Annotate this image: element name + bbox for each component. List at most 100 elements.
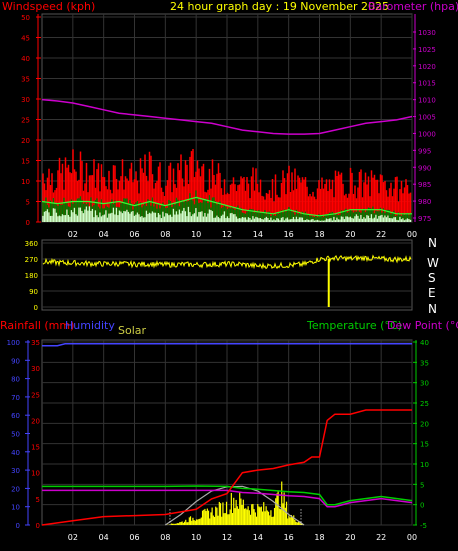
- rainfall-y-tick-label: 15: [31, 444, 40, 452]
- temperature-y-tick-label: 0: [420, 502, 424, 510]
- temperature-y-tick-label: 5: [420, 481, 424, 489]
- temperature-y-tick-label: 15: [420, 441, 429, 449]
- temperature-x-tick-label: 14: [253, 533, 263, 542]
- humidity-y-tick-label: 0: [16, 522, 20, 530]
- wind-y-tick-label: 5: [26, 199, 30, 207]
- wind-x-tick-label: 10: [191, 230, 201, 239]
- dewpoint-line: [42, 489, 413, 508]
- temperature-x-tick-label: 08: [160, 533, 170, 542]
- wind-direction-line: [42, 254, 412, 270]
- wind-x-tick-label: 22: [376, 230, 386, 239]
- humidity-y-tick-label: 30: [11, 467, 20, 475]
- chart-title: 24 hour graph day : 19 November 2025: [170, 0, 389, 13]
- wind-x-tick-label: 00: [407, 230, 417, 239]
- rainfall-axis-label: Rainfall (mm): [0, 319, 74, 332]
- barometer-y-tick-label: 975: [418, 215, 431, 223]
- barometer-y-tick-label: 1015: [418, 80, 436, 88]
- wind-x-tick-label: 02: [68, 230, 78, 239]
- wind-y-tick-label: 0: [26, 219, 30, 227]
- barometer-y-tick-label: 985: [418, 181, 431, 189]
- temperature-y-tick-label: -5: [420, 522, 427, 530]
- wind-x-tick-label: 04: [99, 230, 109, 239]
- rainfall-line: [41, 409, 412, 526]
- humidity-y-tick-label: 20: [11, 485, 20, 493]
- wind-x-tick-label: 20: [345, 230, 355, 239]
- humidity-axis-label: Humidity: [65, 319, 115, 332]
- humidity-y-tick-label: 90: [11, 357, 20, 365]
- temperature-chart-layer: -5 0 5 10 15 20 25 30 35 40 0 5 10 15 20 25 30 35 0 10 20 30 4…: [7, 339, 429, 542]
- rainfall-y-tick-label: 35: [31, 339, 40, 347]
- rainfall-y-tick-label: 5: [36, 496, 40, 504]
- temperature-x-tick-label: 04: [99, 533, 109, 542]
- direction-label-w: W: [427, 256, 439, 270]
- solar-max-line: [164, 485, 305, 526]
- temperature-y-tick-label: 35: [420, 359, 429, 367]
- barometer-y-tick-label: 1030: [418, 29, 436, 37]
- dewpoint-axis-label: Dew Point (°C): [387, 319, 458, 332]
- temperature-x-tick-label: 18: [314, 533, 324, 542]
- barometer-y-tick-label: 1005: [418, 114, 436, 122]
- barometer-y-tick-label: 1020: [418, 63, 436, 71]
- temperature-x-tick-label: 06: [129, 533, 139, 542]
- direction-y-tick-label: 0: [34, 304, 38, 312]
- temperature-x-tick-label: 00: [407, 533, 417, 542]
- direction-label-s: S: [428, 271, 436, 285]
- wind-y-tick-label: 20: [21, 137, 30, 145]
- wind-y-tick-label: 45: [21, 35, 30, 43]
- wind-x-tick-label: 06: [129, 230, 139, 239]
- humidity-y-tick-label: 40: [11, 449, 20, 457]
- direction-chart-layer: 0 90 180 270 360: [25, 240, 412, 312]
- wind-x-tick-label: 12: [222, 230, 232, 239]
- direction-label-n-top: N: [428, 236, 437, 250]
- temperature-axis-label: Temperature (°C): [306, 319, 402, 332]
- rainfall-y-tick-label: 0: [36, 522, 40, 530]
- barometer-line: [41, 98, 413, 135]
- wind-x-tick-label: 18: [314, 230, 324, 239]
- direction-y-tick-label: 90: [29, 288, 38, 296]
- barometer-y-tick-label: 990: [418, 164, 431, 172]
- humidity-y-tick-label: 70: [11, 394, 20, 402]
- temperature-x-tick-label: 10: [191, 533, 201, 542]
- barometer-y-tick-label: 980: [418, 198, 431, 206]
- wind-y-tick-label: 35: [21, 76, 30, 84]
- temperature-y-tick-label: 10: [420, 461, 429, 469]
- barometer-y-tick-label: 995: [418, 147, 431, 155]
- solar-label: Solar: [118, 324, 147, 337]
- average-wind-line: [41, 196, 412, 217]
- direction-y-tick-label: 270: [25, 256, 38, 264]
- humidity-y-tick-label: 10: [11, 504, 20, 512]
- windspeed-axis-label: Windspeed (kph): [2, 0, 95, 13]
- temperature-x-tick-label: 02: [68, 533, 78, 542]
- temperature-y-tick-label: 25: [420, 400, 429, 408]
- humidity-line: [42, 343, 412, 347]
- humidity-y-tick-label: 100: [7, 339, 20, 347]
- barometer-y-tick-label: 1000: [418, 130, 436, 138]
- temperature-y-tick-label: 20: [420, 420, 429, 428]
- wind-y-tick-label: 25: [21, 117, 30, 125]
- rainfall-y-tick-label: 20: [31, 417, 40, 425]
- wind-y-tick-label: 40: [21, 55, 30, 63]
- wind-y-tick-label: 30: [21, 96, 30, 104]
- barometer-axis-label: Barometer (hpa): [368, 0, 458, 13]
- wind-y-tick-label: 50: [21, 14, 30, 22]
- wind-chart-layer: 0510152025303540455097598098599099510001…: [21, 14, 436, 239]
- direction-label-e: E: [428, 286, 436, 300]
- humidity-y-tick-label: 60: [11, 412, 20, 420]
- wind-x-tick-label: 14: [253, 230, 263, 239]
- barometer-y-tick-label: 1010: [418, 97, 436, 105]
- direction-y-tick-label: 360: [25, 240, 38, 248]
- humidity-y-tick-label: 80: [11, 376, 20, 384]
- direction-label-n-bottom: N: [428, 302, 437, 316]
- temperature-x-tick-label: 16: [284, 533, 294, 542]
- barometer-y-tick-label: 1025: [418, 46, 436, 54]
- temperature-x-tick-label: 20: [345, 533, 355, 542]
- wind-x-tick-label: 16: [284, 230, 294, 239]
- temperature-line: [42, 485, 413, 506]
- wind-x-tick-label: 08: [160, 230, 170, 239]
- temperature-x-tick-label: 22: [376, 533, 386, 542]
- humidity-y-tick-label: 50: [11, 431, 20, 439]
- temperature-y-tick-label: 30: [420, 380, 429, 388]
- wind-y-tick-label: 10: [21, 178, 30, 186]
- wind-y-tick-label: 15: [21, 158, 30, 166]
